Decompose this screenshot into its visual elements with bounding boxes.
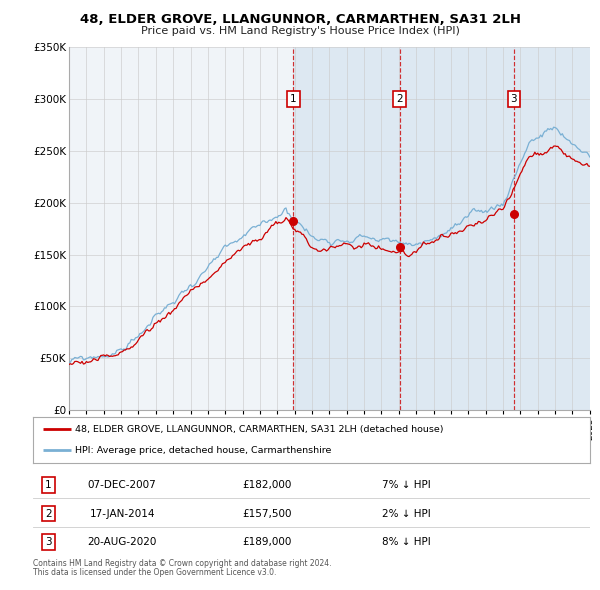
Text: Contains HM Land Registry data © Crown copyright and database right 2024.: Contains HM Land Registry data © Crown c… [33,559,331,568]
Text: 3: 3 [511,94,517,104]
Text: £182,000: £182,000 [242,480,292,490]
Text: Price paid vs. HM Land Registry's House Price Index (HPI): Price paid vs. HM Land Registry's House … [140,26,460,36]
Text: 2% ↓ HPI: 2% ↓ HPI [382,509,430,519]
Text: 1: 1 [45,480,52,490]
Text: 20-AUG-2020: 20-AUG-2020 [88,537,157,548]
Text: 1: 1 [290,94,297,104]
Text: 7% ↓ HPI: 7% ↓ HPI [382,480,430,490]
Text: 48, ELDER GROVE, LLANGUNNOR, CARMARTHEN, SA31 2LH: 48, ELDER GROVE, LLANGUNNOR, CARMARTHEN,… [79,13,521,26]
Bar [293,47,574,410]
Text: HPI: Average price, detached house, Carmarthenshire: HPI: Average price, detached house, Carm… [75,446,331,455]
Text: 2: 2 [45,509,52,519]
Text: 17-JAN-2014: 17-JAN-2014 [89,509,155,519]
Text: 8% ↓ HPI: 8% ↓ HPI [382,537,430,548]
Text: £157,500: £157,500 [242,509,292,519]
Bar [574,47,598,410]
Text: 2: 2 [397,94,403,104]
Text: This data is licensed under the Open Government Licence v3.0.: This data is licensed under the Open Gov… [33,568,277,577]
Text: 07-DEC-2007: 07-DEC-2007 [88,480,157,490]
Text: 3: 3 [45,537,52,548]
Text: £189,000: £189,000 [242,537,292,548]
Text: 48, ELDER GROVE, LLANGUNNOR, CARMARTHEN, SA31 2LH (detached house): 48, ELDER GROVE, LLANGUNNOR, CARMARTHEN,… [75,425,443,434]
